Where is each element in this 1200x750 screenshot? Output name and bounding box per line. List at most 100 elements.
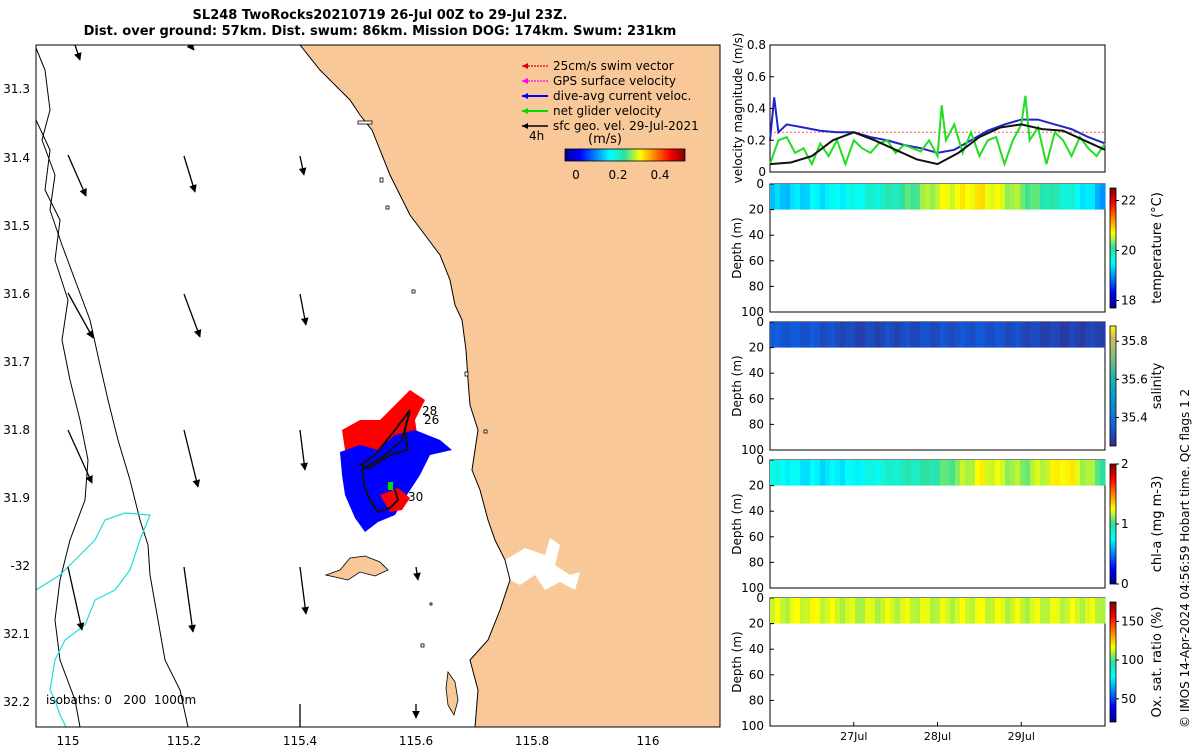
profile-data-strip bbox=[965, 598, 971, 624]
profile-data-strip bbox=[980, 598, 986, 624]
profile-data-strip bbox=[955, 322, 961, 348]
interval-label: 4h bbox=[529, 129, 544, 143]
profile-ylabel: Depth (m) bbox=[730, 631, 744, 692]
profile-data-strip bbox=[920, 460, 926, 486]
profile-data-strip bbox=[1015, 184, 1021, 210]
profile-data-strip bbox=[830, 184, 836, 210]
profile-data-strip bbox=[835, 184, 841, 210]
profile-data-strip bbox=[795, 184, 801, 210]
profile-data-strip bbox=[1075, 460, 1081, 486]
colorbar-tick-label: 100 bbox=[1121, 653, 1144, 667]
profile-data-strip bbox=[985, 322, 991, 348]
profile-data-strip bbox=[805, 598, 811, 624]
profile-data-strip bbox=[1010, 598, 1016, 624]
profile-data-strip bbox=[1020, 184, 1026, 210]
lat-tick: 31.9 bbox=[3, 491, 30, 505]
profile-data-strip bbox=[805, 322, 811, 348]
profile-data-strip bbox=[900, 322, 906, 348]
profile-data-strip bbox=[1075, 322, 1081, 348]
profile-data-strip bbox=[1070, 322, 1076, 348]
profile-data-strip bbox=[855, 184, 861, 210]
colorbar-tick-label: 35.8 bbox=[1121, 334, 1148, 348]
lon-tick: 115.6 bbox=[399, 734, 433, 748]
svg-text:net glider velocity: net glider velocity bbox=[553, 104, 661, 118]
profile-ytick-label: 100 bbox=[741, 305, 764, 319]
profile-data-strip bbox=[800, 598, 806, 624]
profile-data-strip bbox=[1075, 598, 1081, 624]
profile-data-strip bbox=[870, 598, 876, 624]
lat-tick: 32.1 bbox=[3, 627, 30, 641]
lon-tick: 115.4 bbox=[283, 734, 317, 748]
profile-data-strip bbox=[895, 598, 901, 624]
profile-data-strip bbox=[825, 598, 831, 624]
profile-data-strip bbox=[930, 322, 936, 348]
profile-data-strip bbox=[1040, 460, 1046, 486]
profile-colorbar bbox=[1109, 601, 1117, 723]
profile-data-strip bbox=[1030, 322, 1036, 348]
profile-data-strip bbox=[825, 460, 831, 486]
profile-data-strip bbox=[955, 598, 961, 624]
profile-data-strip bbox=[940, 460, 946, 486]
profile-data-strip bbox=[890, 598, 896, 624]
isobath-0m bbox=[36, 512, 151, 727]
profile-data-strip bbox=[910, 322, 916, 348]
profile-data-strip bbox=[990, 460, 996, 486]
profile-data-strip bbox=[1065, 184, 1071, 210]
profile-data-strip bbox=[780, 184, 786, 210]
legend-sfc-geo-velocity: sfc geo. vel. 29-Jul-2021 bbox=[522, 119, 699, 133]
title-line-1: SL248 TwoRocks20210719 26-Jul 00Z to 29-… bbox=[192, 8, 568, 23]
profile-data-strip bbox=[825, 184, 831, 210]
profile-data-strip bbox=[770, 460, 776, 486]
lon-tick: 115.2 bbox=[167, 734, 201, 748]
profile-data-strip bbox=[950, 460, 956, 486]
credit-text: © IMOS 14-Apr-2024 04:56:59 Hobart time.… bbox=[1178, 388, 1192, 728]
profile-data-strip bbox=[1065, 460, 1071, 486]
profile-data-strip bbox=[965, 322, 971, 348]
profile-panel-0: 0 20 40 60 80 100 Depth (m) 18 20 22 temperature (… bbox=[730, 177, 1165, 319]
profile-colorbar bbox=[1109, 463, 1117, 585]
profile-data-strip bbox=[855, 460, 861, 486]
profile-data-strip bbox=[910, 460, 916, 486]
profile-data-strip bbox=[770, 322, 776, 348]
profile-data-strip bbox=[950, 598, 956, 624]
profile-data-strip bbox=[820, 460, 826, 486]
profile-data-strip bbox=[920, 322, 926, 348]
profile-data-strip bbox=[820, 322, 826, 348]
profile-data-strip bbox=[1025, 460, 1031, 486]
profile-data-strip bbox=[905, 184, 911, 210]
profile-data-strip bbox=[970, 598, 976, 624]
profile-data-strip bbox=[885, 460, 891, 486]
speed-colorbar bbox=[564, 148, 686, 162]
profile-data-strip bbox=[1020, 322, 1026, 348]
profile-data-strip bbox=[1070, 460, 1076, 486]
profile-data-strip bbox=[975, 598, 981, 624]
profile-data-strip bbox=[885, 598, 891, 624]
profile-data-strip bbox=[1055, 598, 1061, 624]
current-vectors-blue bbox=[340, 430, 452, 532]
velocity-series-line-2 bbox=[769, 95, 1106, 168]
profile-data-strip bbox=[1020, 598, 1026, 624]
colorbar-tick: 0.2 bbox=[608, 168, 627, 182]
colorbar-units: (m/s) bbox=[588, 132, 622, 147]
lat-tick: 31.3 bbox=[3, 82, 30, 96]
profile-data-strip bbox=[935, 460, 941, 486]
profile-data-strip bbox=[855, 322, 861, 348]
net-glider-velocity bbox=[388, 482, 393, 490]
profile-data-strip bbox=[995, 322, 1001, 348]
profile-data-strip bbox=[935, 598, 941, 624]
profile-data-strip bbox=[925, 322, 931, 348]
profile-data-strip bbox=[850, 184, 856, 210]
profile-data-strip bbox=[1000, 184, 1006, 210]
profile-data-strip bbox=[1085, 322, 1091, 348]
profile-data-strip bbox=[870, 460, 876, 486]
profile-ytick-label: 80 bbox=[749, 417, 764, 431]
profile-data-strip bbox=[795, 598, 801, 624]
profile-data-strip bbox=[835, 598, 841, 624]
glider-track-region bbox=[340, 390, 452, 532]
profile-data-strip bbox=[810, 322, 816, 348]
profile-data-strip bbox=[820, 598, 826, 624]
profile-data-strip bbox=[1050, 184, 1056, 210]
profile-data-strip bbox=[905, 598, 911, 624]
profile-data-strip bbox=[870, 322, 876, 348]
